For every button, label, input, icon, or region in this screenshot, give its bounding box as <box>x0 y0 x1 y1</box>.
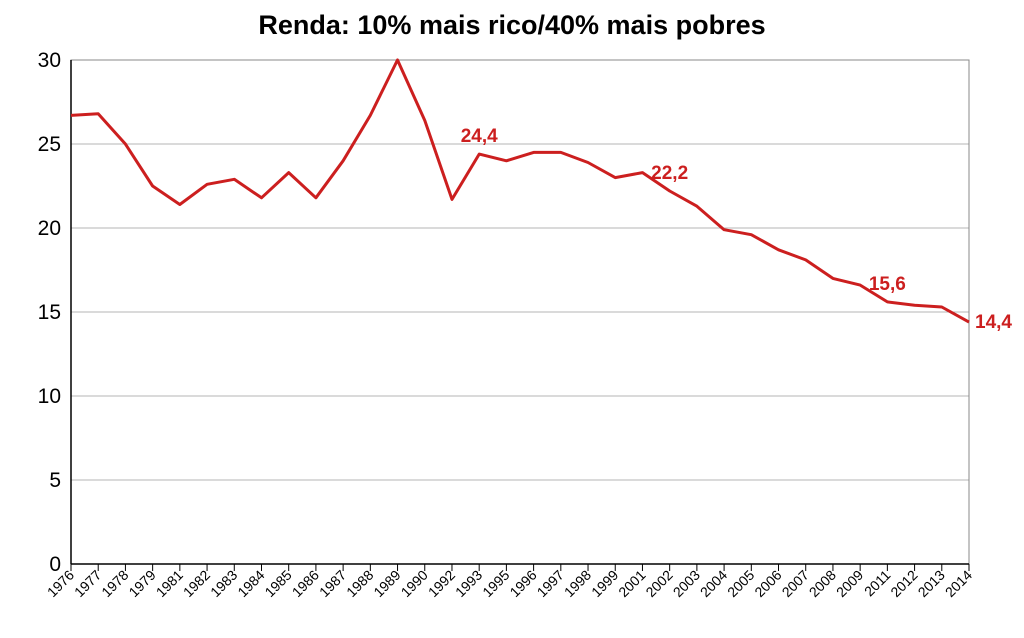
x-tick-label: 2005 <box>724 567 757 600</box>
x-tick-label: 1985 <box>261 567 294 600</box>
series-group <box>70 58 970 324</box>
x-tick-label: 2001 <box>615 567 648 600</box>
y-tick-label: 0 <box>49 553 61 576</box>
x-tick-label: 1981 <box>153 567 186 600</box>
gridlines <box>71 59 969 481</box>
x-tick-label: 2006 <box>751 567 784 600</box>
data-label: 24,4 <box>461 126 498 147</box>
x-tick-label: 1998 <box>561 567 594 600</box>
data-label: 15,6 <box>869 274 906 295</box>
x-tick-label: 1982 <box>180 567 213 600</box>
y-axis: 0 5 10 15 20 25 30 <box>38 49 61 576</box>
y-tick-label: 20 <box>38 217 61 240</box>
series-line-0 <box>70 58 970 324</box>
x-tick-label: 2008 <box>806 567 839 600</box>
x-tick-label: 1989 <box>370 567 403 600</box>
x-tick-label: 1996 <box>506 567 539 600</box>
x-tick-label: 2014 <box>942 567 975 600</box>
x-tick-label: 1997 <box>534 567 567 600</box>
y-tick-label: 25 <box>38 133 61 156</box>
x-tick-label: 2007 <box>779 567 812 600</box>
x-tick-label: 2004 <box>697 567 730 600</box>
y-tick-label: 10 <box>38 385 61 408</box>
data-labels: 24,4 22,2 15,6 14,4 <box>461 126 1013 333</box>
x-tick-label: 2003 <box>670 567 703 600</box>
x-tick-label: 1993 <box>452 567 485 600</box>
x-tick-label: 2002 <box>642 567 675 600</box>
x-tick-label: 2009 <box>833 567 866 600</box>
x-tick-label: 1978 <box>98 567 131 600</box>
x-tick-label: 1988 <box>343 567 376 600</box>
x-tick-label: 2011 <box>861 567 894 600</box>
x-tick-label: 1992 <box>425 567 458 600</box>
x-tick-label: 1977 <box>71 567 104 600</box>
x-tick-label: 1983 <box>207 567 240 600</box>
x-tick-label: 1979 <box>125 567 158 600</box>
x-tick-label: 1999 <box>588 567 621 600</box>
x-tick-label: 1986 <box>289 567 322 600</box>
data-label: 14,4 <box>975 312 1012 333</box>
y-tick-label: 5 <box>49 469 61 492</box>
data-label: 22,2 <box>651 163 688 184</box>
chart-title: Renda: 10% mais rico/40% mais pobres <box>258 10 766 40</box>
y-tick-label: 30 <box>38 49 61 72</box>
x-tick-label: 1984 <box>234 567 267 600</box>
x-axis: 1976197719781979198119821983198419851986… <box>44 60 975 600</box>
x-tick-label: 1995 <box>479 567 512 600</box>
x-tick-label: 2013 <box>915 567 948 600</box>
x-tick-label: 1987 <box>316 567 349 600</box>
x-tick-label: 2012 <box>887 567 920 600</box>
x-tick-label: 1990 <box>398 567 431 600</box>
y-tick-label: 15 <box>38 301 61 324</box>
